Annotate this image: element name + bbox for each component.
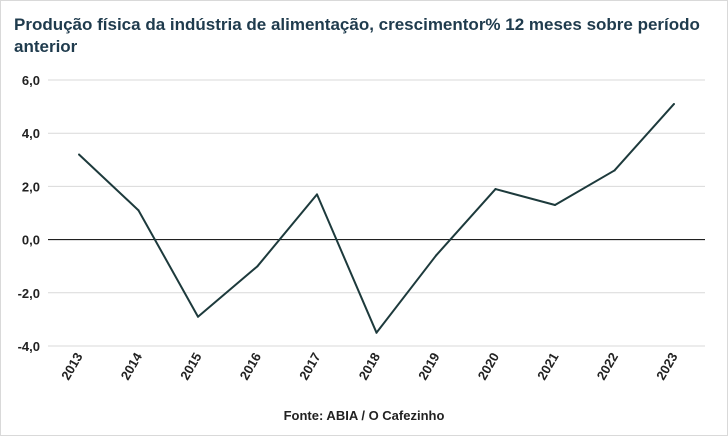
x-tick-label: 2019: [415, 350, 442, 383]
x-tick-label: 2013: [58, 350, 85, 383]
series-line-group: [78, 102, 675, 334]
data-point: [554, 204, 556, 207]
data-point: [137, 209, 140, 212]
grid-lines: [48, 79, 705, 347]
source-note: Fonte: ABIA / O Cafezinho: [283, 408, 445, 423]
x-tick-label: 2021: [534, 350, 561, 383]
y-tick-label: 4,0: [22, 126, 40, 141]
x-axis-labels: 2013 2014 2015 2016 2017 2018 2019 2020 2021 2022…: [58, 349, 680, 382]
x-tick-label: 2014: [118, 349, 146, 382]
x-tick-label: 2016: [237, 350, 264, 383]
data-point: [256, 265, 259, 268]
data-point: [673, 102, 675, 105]
data-point: [613, 169, 616, 172]
y-axis-labels: -4,0 -2,0 0,0 2,0 4,0 6,0: [18, 73, 40, 354]
chart-title: Produção física da indústria de alimenta…: [14, 15, 700, 56]
data-point: [494, 188, 497, 191]
data-point: [316, 193, 318, 196]
series-line: [78, 103, 675, 334]
x-tick-label: 2023: [653, 350, 680, 383]
x-tick-label: 2020: [475, 350, 502, 383]
data-point: [78, 153, 80, 156]
data-point: [435, 254, 437, 257]
y-tick-label: -4,0: [18, 339, 40, 354]
x-tick-label: 2017: [296, 350, 323, 383]
data-point: [197, 315, 199, 318]
x-tick-label: 2018: [356, 350, 383, 383]
data-point: [375, 331, 378, 334]
y-tick-label: 6,0: [22, 73, 40, 88]
y-tick-label: 0,0: [22, 233, 40, 248]
x-tick-label: 2015: [177, 350, 204, 383]
x-tick-label: 2022: [594, 350, 621, 383]
y-tick-label: -2,0: [18, 286, 40, 301]
y-tick-label: 2,0: [22, 179, 40, 194]
